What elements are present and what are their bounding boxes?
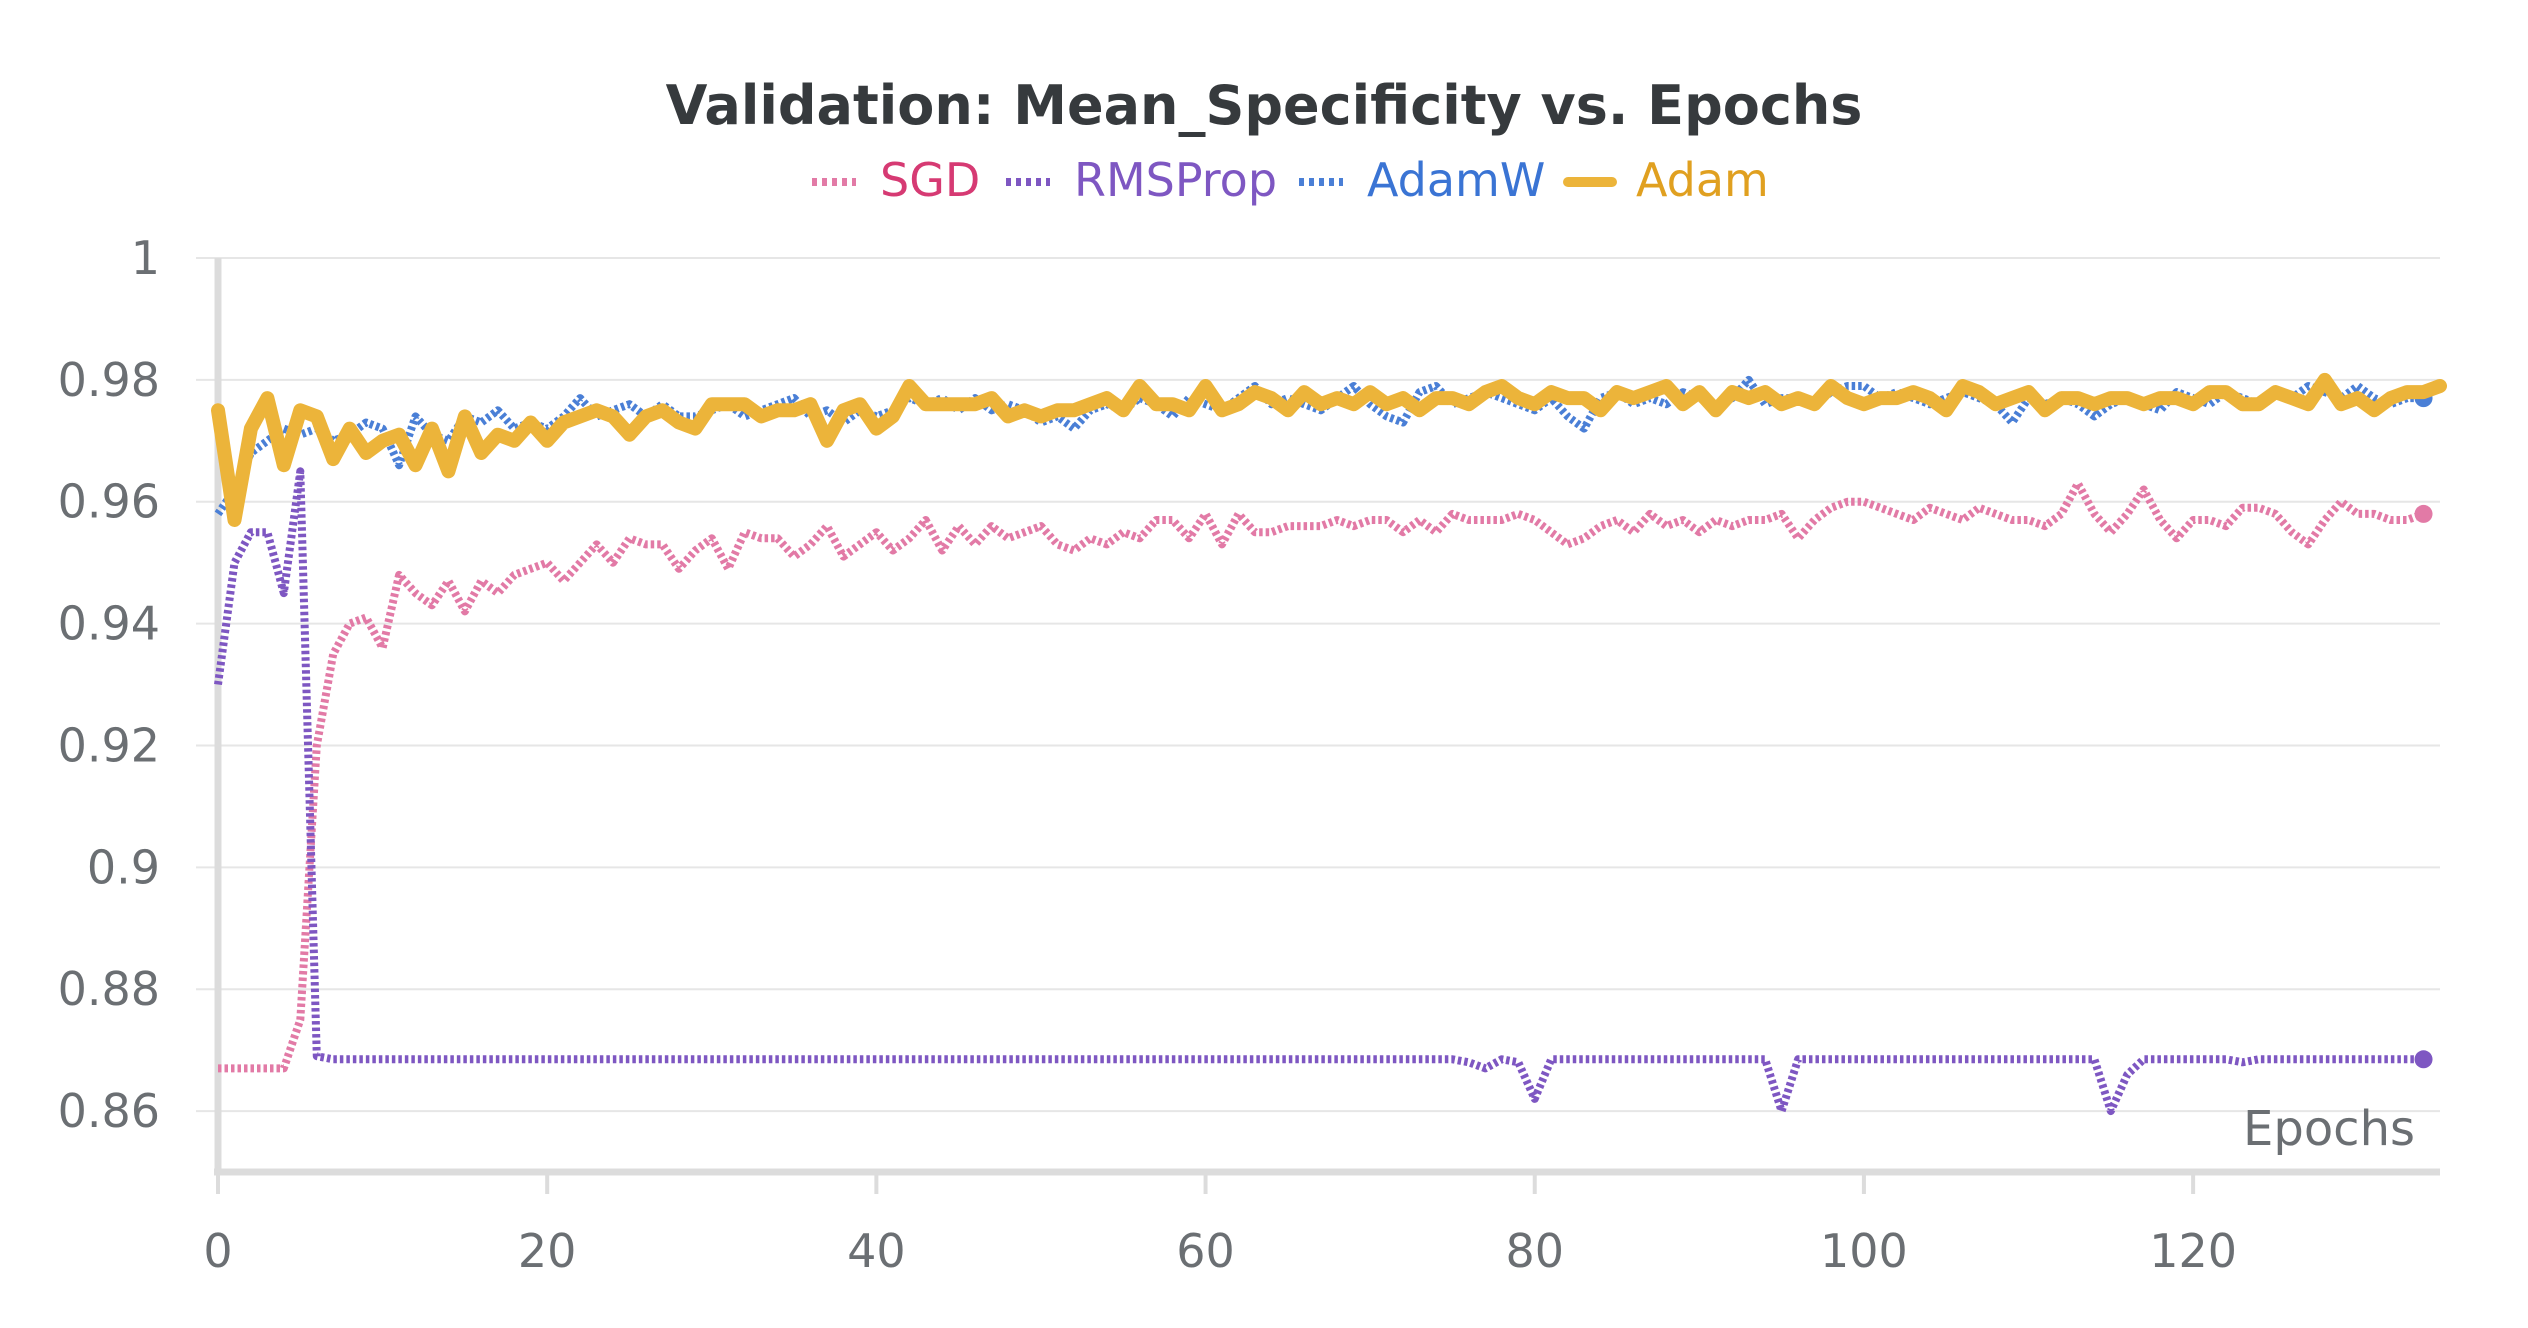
series-line-adam [211, 372, 2447, 527]
legend-label-adam: Adam [1636, 153, 1769, 207]
x-tick-label: 40 [847, 1224, 906, 1278]
y-tick-label: 1 [131, 231, 160, 285]
series-layer [211, 372, 2447, 1116]
x-tick-label: 60 [1176, 1224, 1235, 1278]
x-tick-label: 80 [1505, 1224, 1564, 1278]
y-tick-label: 0.92 [58, 718, 160, 772]
x-tick-label: 120 [2149, 1224, 2237, 1278]
y-tick-label: 0.96 [58, 475, 160, 529]
y-tick-label: 0.94 [58, 597, 160, 651]
legend-label-rmsprop: RMSProp [1074, 153, 1277, 207]
x-tick-labels: 0 20 40 60 80 100 120 [203, 1172, 2237, 1278]
x-tick-label: 20 [518, 1224, 577, 1278]
y-tick-label: 0.9 [87, 840, 160, 894]
y-tick-label: 0.98 [58, 353, 160, 407]
x-axis-label: Epochs [2243, 1101, 2415, 1157]
legend-label-sgd: SGD [880, 153, 980, 207]
series-end-marker-rmsprop [2414, 1050, 2433, 1069]
y-tick-labels: 0.86 0.88 0.9 0.92 0.94 0.96 0.98 1 [58, 231, 160, 1138]
x-tick-label: 0 [203, 1224, 232, 1278]
chart-title: Validation: Mean_Specificity vs. Epochs [666, 74, 1863, 137]
y-tick-label: 0.86 [58, 1084, 160, 1138]
legend-label-adamw: AdamW [1367, 153, 1545, 207]
y-tick-label: 0.88 [58, 962, 160, 1016]
series-end-marker-sgd [2414, 504, 2433, 523]
gridlines [196, 257, 2440, 1113]
x-tick-label: 100 [1820, 1224, 1908, 1278]
series-line-sgd [218, 479, 2425, 1073]
legend: SGD RMSProp AdamW Adam [812, 153, 1769, 207]
